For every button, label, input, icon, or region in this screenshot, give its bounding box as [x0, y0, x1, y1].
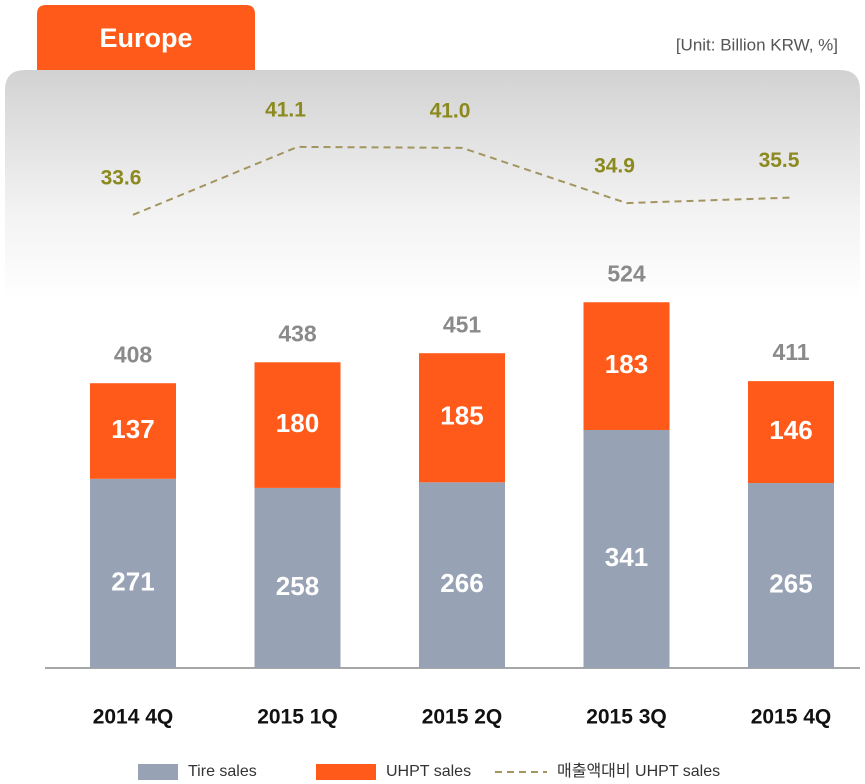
legend-label: 매출액대비 UHPT sales: [557, 762, 720, 780]
total-label: 451: [443, 311, 482, 337]
bar-value-label: 183: [605, 349, 648, 379]
line-value-label: 33.6: [101, 166, 142, 189]
legend-swatch: [316, 764, 376, 780]
x-tick-label: 2015 4Q: [751, 706, 832, 729]
line-value-label: 41.1: [265, 98, 306, 121]
bar-segment: [254, 487, 341, 668]
unit-note: [Unit: Billion KRW, %]: [676, 35, 838, 54]
total-label: 438: [278, 320, 317, 346]
line-series: [132, 145, 792, 216]
panel-background: [5, 70, 860, 300]
bar-value-label: 266: [440, 568, 483, 598]
bar-value-label: 146: [769, 415, 812, 445]
x-tick-label: 2015 3Q: [586, 706, 667, 729]
bar-value-label: 341: [605, 542, 648, 572]
x-tick-label: 2015 1Q: [257, 706, 338, 729]
total-label: 524: [607, 260, 646, 286]
x-tick-label: 2014 4Q: [93, 706, 174, 729]
bar-value-label: 258: [276, 571, 319, 601]
chart-title: Europe: [99, 23, 192, 53]
bar-segment: [583, 302, 670, 430]
bar-value-label: 265: [769, 568, 812, 598]
legend-label: UHPT sales: [386, 763, 471, 780]
bar-value-label: 185: [440, 401, 483, 431]
bar-value-label: 180: [276, 408, 319, 438]
line-value-label: 41.0: [430, 99, 471, 122]
legend-swatch: [138, 764, 178, 780]
legend-label: Tire sales: [188, 763, 257, 780]
bar-segment: [583, 429, 670, 668]
bar-value-label: 271: [111, 566, 154, 596]
bar-segment: [419, 482, 505, 668]
total-label: 411: [772, 339, 809, 365]
line-value-label: 34.9: [594, 155, 635, 178]
x-tick-label: 2015 2Q: [422, 706, 503, 729]
bar-value-label: 137: [111, 414, 154, 444]
total-label: 408: [114, 341, 153, 367]
bar-segment: [254, 362, 341, 488]
bar-segment: [90, 383, 176, 479]
bar-segment: [748, 483, 834, 668]
bar-segment: [748, 381, 834, 484]
bar-segment: [90, 478, 176, 668]
title-tab: [37, 5, 255, 70]
bar-segment: [419, 353, 505, 483]
line-value-label: 35.5: [759, 149, 800, 172]
